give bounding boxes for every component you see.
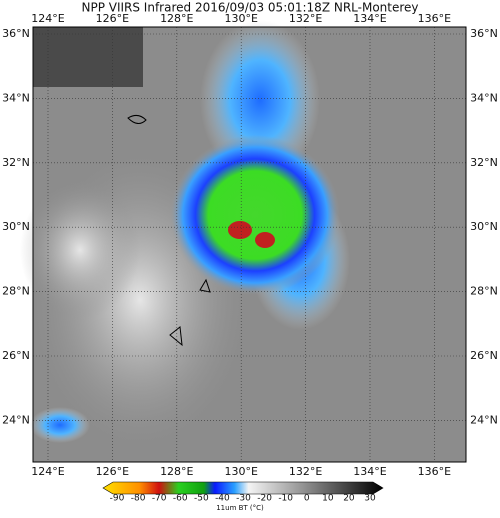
colorbar-tick-label: -90 (110, 494, 125, 504)
colorbar-tick-label: -30 (236, 494, 251, 504)
lon-label: 126°E (96, 465, 129, 478)
colorbar-tick-label: -70 (152, 494, 167, 504)
colorbar-tick-label: -20 (257, 494, 272, 504)
map-frame (32, 26, 467, 463)
lat-label: 24°N (470, 413, 498, 426)
lon-label: 130°E (224, 12, 257, 25)
lat-label: 32°N (2, 156, 30, 169)
lon-label: 136°E (418, 12, 451, 25)
colorbar-label: 11um BT (°C) (216, 504, 264, 512)
lat-label: 24°N (2, 413, 30, 426)
lat-label: 36°N (2, 27, 30, 40)
colorbar-tick-label: 0 (304, 494, 310, 504)
imagery (20, 20, 466, 462)
lon-label: 134°E (353, 12, 386, 25)
lon-label: 130°E (224, 465, 257, 478)
lon-label: 124°E (31, 12, 64, 25)
lon-label: 136°E (418, 465, 451, 478)
lat-label: 28°N (2, 285, 30, 298)
colorbar-tick-label: 10 (322, 494, 334, 504)
lat-label: 26°N (470, 349, 498, 362)
lat-label: 26°N (2, 349, 30, 362)
lon-label: 128°E (160, 12, 193, 25)
lat-label: 32°N (470, 156, 498, 169)
colorbar-tick-label: 20 (343, 494, 355, 504)
colorbar-tick-label: -40 (215, 494, 230, 504)
lon-label: 132°E (289, 12, 322, 25)
colorbar-tick-label: -80 (131, 494, 146, 504)
lon-label: 132°E (289, 465, 322, 478)
lat-label: 34°N (470, 91, 498, 104)
lon-label: 128°E (160, 465, 193, 478)
lon-label: 134°E (353, 465, 386, 478)
title: NPP VIIRS Infrared 2016/09/03 05:01:18Z … (81, 1, 418, 15)
colorbar (102, 481, 384, 495)
colorbar-tick-label: -50 (194, 494, 209, 504)
lat-label: 30°N (2, 220, 30, 233)
lon-label: 126°E (96, 12, 129, 25)
lat-label: 34°N (2, 91, 30, 104)
graticule (33, 27, 466, 462)
lat-label: 30°N (470, 220, 498, 233)
colorbar-tick-label: 30 (364, 494, 376, 504)
lon-label: 124°E (31, 465, 64, 478)
colorbar-tick-label: -60 (173, 494, 188, 504)
colorbar-tick-label: -10 (278, 494, 293, 504)
lat-label: 28°N (470, 285, 498, 298)
lat-label: 36°N (470, 27, 498, 40)
